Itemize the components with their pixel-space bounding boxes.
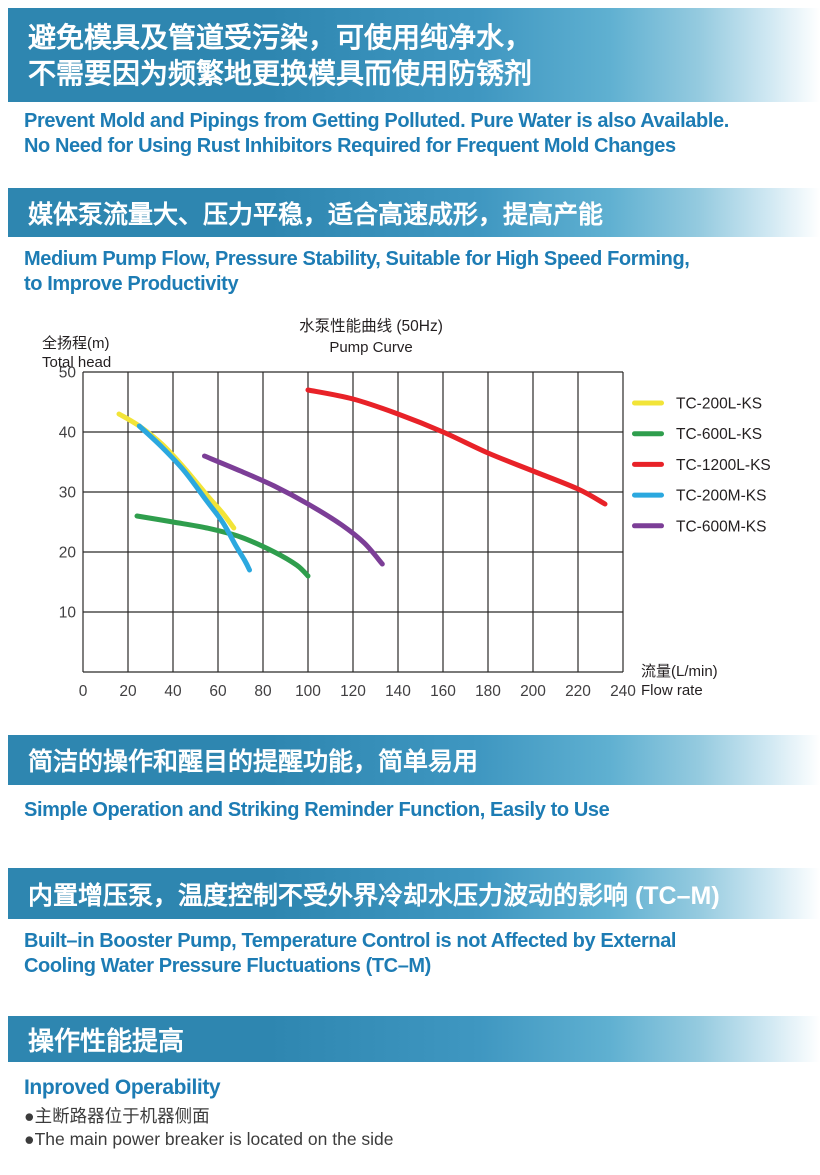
subtitle-en-line2: No Need for Using Rust Inhibitors Requir…: [24, 134, 676, 157]
x-axis-label-zh: 流量(L/min): [641, 663, 718, 680]
banner-booster-pump: 内置增压泵，温度控制不受外界冷却水压力波动的影响 (TC–M): [8, 868, 820, 919]
legend-swatch-TC-200M-KS: [632, 492, 664, 498]
x-tick-label: 100: [295, 683, 321, 700]
x-axis-label-en: Flow rate: [641, 682, 703, 699]
x-tick-label: 20: [119, 683, 137, 700]
x-tick-label: 160: [430, 683, 456, 700]
x-tick-label: 60: [209, 683, 227, 700]
legend-label-TC-600M-KS: TC-600M-KS: [676, 518, 766, 535]
subtitle-en-line2: to Improve Productivity: [24, 272, 239, 295]
legend-label-TC-1200L-KS: TC-1200L-KS: [676, 457, 771, 474]
banner-text-zh: 操作性能提高: [28, 1025, 185, 1056]
x-tick-label: 140: [385, 683, 411, 700]
legend-swatch-TC-1200L-KS: [632, 461, 664, 467]
subtitle-simple-operation: Simple Operation and Striking Reminder F…: [24, 798, 610, 823]
subtitle-prevent-pollution: Prevent Mold and Pipings from Getting Po…: [24, 109, 729, 158]
x-tick-label: 80: [254, 683, 272, 700]
y-tick-label: 50: [59, 365, 77, 382]
x-tick-label: 120: [340, 683, 366, 700]
pump-curve-chart: 水泵性能曲线 (50Hz) Pump Curve 全扬程(m) Total head 流…: [42, 317, 771, 700]
banner-text-zh: 简洁的操作和醒目的提醒功能，简单易用: [28, 748, 479, 776]
curve-TC-1200L-KS: [305, 387, 608, 507]
banner-text-zh: 媒体泵流量大、压力平稳，适合高速成形，提高产能: [28, 200, 604, 229]
legend-label-TC-200L-KS: TC-200L-KS: [676, 396, 762, 413]
legend-label-TC-600L-KS: TC-600L-KS: [676, 426, 762, 443]
chart-title-en: Pump Curve: [329, 339, 412, 356]
curve-TC-200M-KS: [136, 423, 252, 573]
x-tick-label: 220: [565, 683, 591, 700]
x-tick-label: 200: [520, 683, 546, 700]
x-tick-label: 40: [164, 683, 182, 700]
subtitle-operability: Inproved Operability: [24, 1076, 221, 1101]
y-tick-label: 40: [59, 425, 77, 442]
x-tick-label: 180: [475, 683, 501, 700]
y-tick-label: 30: [59, 485, 77, 502]
chart-title-zh: 水泵性能曲线 (50Hz): [299, 317, 443, 335]
y-axis-label-zh: 全扬程(m): [42, 334, 110, 352]
subtitle-en-line1: Prevent Mold and Pipings from Getting Po…: [24, 110, 729, 132]
bullet-item-en: ●The main power breaker is located on th…: [24, 1129, 394, 1149]
curve-TC-600L-KS: [134, 513, 311, 579]
subtitle-booster-pump: Built–in Booster Pump, Temperature Contr…: [24, 929, 676, 978]
banner-operability: 操作性能提高: [8, 1016, 820, 1062]
legend-swatch-TC-600L-KS: [632, 431, 664, 437]
subtitle-en-line1: Built–in Booster Pump, Temperature Contr…: [24, 930, 677, 952]
banner-text-zh-line1: 避免模具及管道受污染，可使用纯净水，: [28, 22, 533, 53]
operability-bullet-list: ●主断路器位于机器侧面 ●The main power breaker is l…: [24, 1105, 394, 1151]
subtitle-en-line1: Inproved Operability: [24, 1076, 221, 1099]
banner-text-zh: 内置增压泵，温度控制不受外界冷却水压力波动的影响 (TC–M): [28, 881, 720, 910]
banner-medium-pump-flow: 媒体泵流量大、压力平稳，适合高速成形，提高产能: [8, 188, 820, 237]
y-tick-label: 10: [59, 605, 77, 622]
legend-swatch-TC-200L-KS: [632, 400, 664, 406]
legend-label-TC-200M-KS: TC-200M-KS: [676, 488, 766, 505]
y-axis-label-en: Total head: [42, 354, 111, 371]
subtitle-en-line1: Simple Operation and Striking Reminder F…: [24, 799, 610, 821]
banner-simple-operation: 简洁的操作和醒目的提醒功能，简单易用: [8, 735, 820, 785]
y-tick-label: 20: [59, 545, 77, 562]
subtitle-en-line2: Cooling Water Pressure Fluctuations (TC–…: [24, 954, 431, 977]
pump-curve-section: 水泵性能曲线 (50Hz) Pump Curve 全扬程(m) Total head 流…: [0, 315, 820, 710]
x-tick-label: 240: [610, 683, 636, 700]
curve-TC-600M-KS: [202, 453, 385, 567]
subtitle-medium-pump-flow: Medium Pump Flow, Pressure Stability, Su…: [24, 247, 690, 296]
banner-text-zh-line2: 不需要因为频繁地更换模具而使用防锈剂: [28, 58, 533, 89]
bullet-item-zh: ●主断路器位于机器侧面: [24, 1106, 210, 1126]
x-tick-label: 0: [79, 683, 88, 700]
banner-prevent-pollution: 避免模具及管道受污染，可使用纯净水， 不需要因为频繁地更换模具而使用防锈剂: [8, 8, 820, 102]
legend-swatch-TC-600M-KS: [632, 523, 664, 529]
subtitle-en-line1: Medium Pump Flow, Pressure Stability, Su…: [24, 248, 690, 270]
